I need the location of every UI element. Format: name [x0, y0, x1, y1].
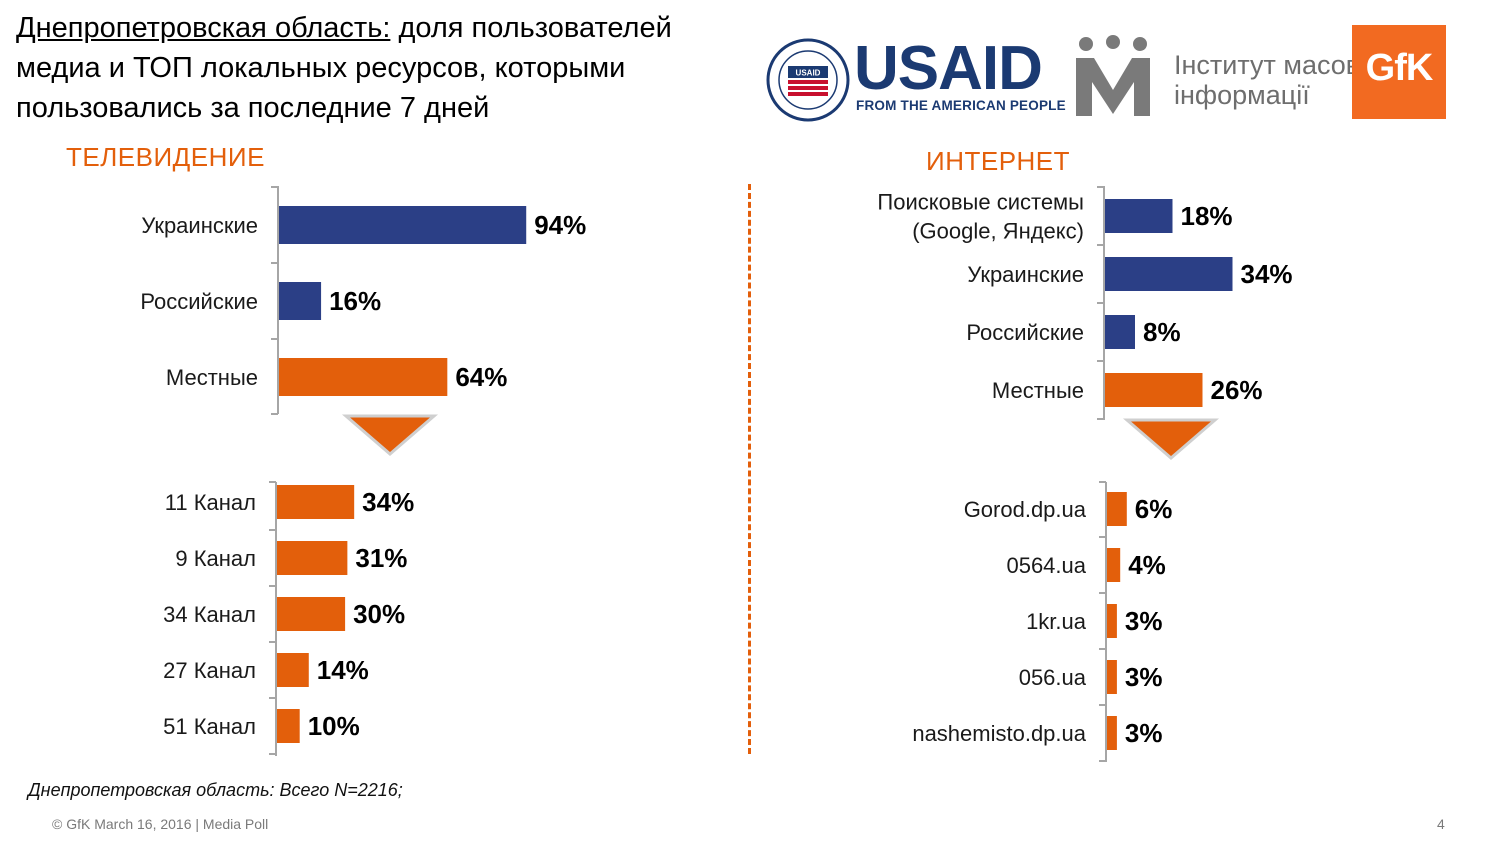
title-line2: медиа и ТОП локальных ресурсов, которыми: [16, 52, 626, 84]
bar-value-label: 34%: [1241, 259, 1293, 289]
footnote: Днепропетровская область: Всего N=2216;: [28, 780, 403, 800]
imi-line2: інформації: [1174, 80, 1310, 110]
category-label: 11 Канал: [165, 490, 256, 515]
chart-2: 18% Поисковые системы (Google, Яндекс) 34% У…: [877, 186, 1293, 460]
bar: [277, 485, 355, 519]
bar: [277, 709, 300, 743]
bar-value-label: 3%: [1125, 718, 1163, 748]
section-title-internet: ИНТЕРНЕТ: [926, 146, 1071, 176]
bar-value-label: 30%: [353, 599, 405, 629]
bar: [1105, 315, 1135, 349]
bar-value-label: 8%: [1143, 317, 1181, 347]
bar: [277, 541, 348, 575]
bar: [279, 206, 527, 244]
bar-value-label: 16%: [329, 286, 381, 316]
usaid-seal-text: USAID: [796, 69, 821, 78]
chart-0: 94% Украинские 16% Российские 64% Местные: [140, 186, 586, 456]
bar-value-label: 3%: [1125, 662, 1163, 692]
bar-value-label: 31%: [355, 543, 407, 573]
partner-logos: USAID USAID FROM THE AMERICAN PEOPLE Інс…: [766, 24, 1456, 124]
category-label: Местные: [992, 378, 1084, 403]
bar: [1105, 199, 1173, 233]
gfk-logo-text: GfK: [1365, 47, 1434, 89]
category-label: 0564.ua: [1006, 553, 1086, 578]
category-label: Украинские: [967, 262, 1084, 287]
category-label: nashemisto.dp.ua: [912, 721, 1086, 746]
category-label: Местные: [166, 365, 258, 390]
bar-value-label: 10%: [308, 711, 360, 741]
bar-value-label: 3%: [1125, 606, 1163, 636]
imi-logo-text: Інститут масової інформації: [1174, 50, 1382, 110]
category-label: 1kr.ua: [1026, 609, 1087, 634]
bar-value-label: 18%: [1181, 201, 1233, 231]
category-label: 51 Канал: [163, 714, 256, 739]
category-label: Российские: [140, 289, 258, 314]
bar: [1107, 604, 1117, 638]
bar: [1105, 373, 1203, 407]
category-label: (Google, Яндекс): [912, 219, 1084, 244]
bar: [1107, 716, 1117, 750]
bar: [279, 282, 322, 320]
bar: [277, 653, 309, 687]
bar-value-label: 6%: [1135, 494, 1173, 524]
imi-logo-icon: [1076, 35, 1150, 116]
footer-copyright: © GfK March 16, 2016 | Media Poll: [52, 816, 269, 832]
drilldown-arrow-icon: [1122, 418, 1220, 460]
chart-3: 6% Gorod.dp.ua 4% 0564.ua 3% 1kr.ua 3% 056.ua 3%…: [912, 481, 1173, 762]
section-title-tv: ТЕЛЕВИДЕНИЕ: [66, 142, 265, 172]
category-label: Gorod.dp.ua: [964, 497, 1087, 522]
drilldown-arrow-icon: [341, 414, 439, 456]
bar-value-label: 64%: [455, 362, 507, 392]
category-label: 056.ua: [1019, 665, 1087, 690]
gfk-logo: GfK: [1352, 25, 1446, 119]
section-divider: [748, 184, 751, 754]
chart-1: 34% 11 Канал 31% 9 Канал 30% 34 Канал 14% 27 Ка…: [163, 481, 414, 756]
usaid-tagline: FROM THE AMERICAN PEOPLE: [856, 98, 1066, 113]
bar: [1107, 492, 1127, 526]
bar: [1105, 257, 1233, 291]
title-region: Днепропетровская область:: [16, 12, 391, 44]
bar-value-label: 4%: [1128, 550, 1166, 580]
category-label: 34 Канал: [163, 602, 256, 627]
bar-value-label: 14%: [317, 655, 369, 685]
category-label: 27 Канал: [163, 658, 256, 683]
bar: [1107, 548, 1121, 582]
title-line3: пользовались за последние 7 дней: [16, 92, 490, 124]
page-number: 4: [1437, 816, 1445, 832]
bar-value-label: 94%: [534, 210, 586, 240]
bar: [279, 358, 448, 396]
bar-value-label: 34%: [362, 487, 414, 517]
usaid-logo-text: USAID: [854, 34, 1043, 103]
category-label: Украинские: [141, 213, 258, 238]
bar-value-label: 26%: [1211, 375, 1263, 405]
category-label: Поисковые системы: [877, 190, 1084, 215]
imi-line1: Інститут масової: [1174, 50, 1383, 80]
bar: [277, 597, 346, 631]
bar: [1107, 660, 1117, 694]
category-label: 9 Канал: [175, 546, 256, 571]
usaid-seal-icon: USAID: [766, 38, 850, 122]
title-line1-rest: доля пользователей: [390, 12, 672, 44]
category-label: Российские: [966, 320, 1084, 345]
slide-title: Днепропетровская область: доля пользоват…: [16, 8, 776, 128]
